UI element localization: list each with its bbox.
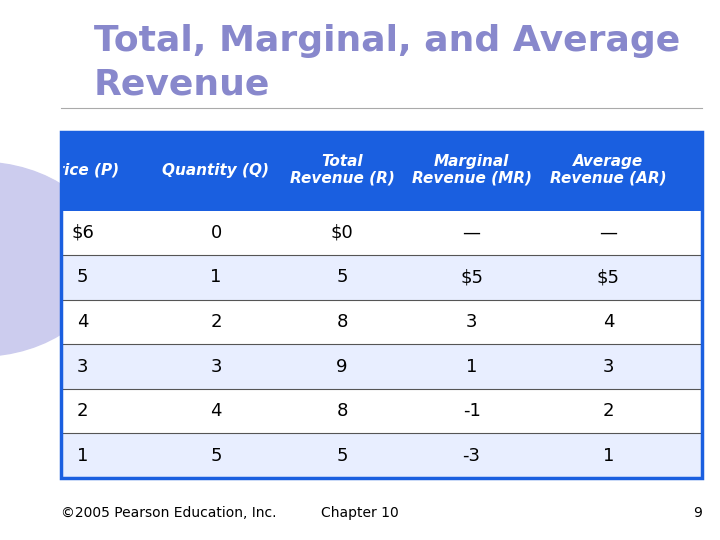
- Bar: [61, 132, 702, 211]
- Text: 2: 2: [603, 402, 614, 420]
- Text: 5: 5: [77, 268, 89, 286]
- Text: Price (P): Price (P): [46, 163, 120, 178]
- Text: 4: 4: [77, 313, 89, 331]
- Text: Total, Marginal, and Average: Total, Marginal, and Average: [94, 24, 680, 58]
- Text: Revenue: Revenue: [94, 68, 270, 102]
- Text: Quantity (Q): Quantity (Q): [163, 163, 269, 178]
- Text: 4: 4: [210, 402, 222, 420]
- Text: 9: 9: [693, 506, 702, 520]
- Bar: [61, 345, 702, 389]
- Text: 1: 1: [210, 268, 222, 286]
- Text: Chapter 10: Chapter 10: [321, 506, 399, 520]
- Text: 3: 3: [466, 313, 477, 331]
- Bar: [61, 300, 702, 345]
- Text: Total
Revenue (R): Total Revenue (R): [289, 154, 395, 186]
- Text: —: —: [599, 224, 618, 242]
- Bar: [61, 433, 702, 478]
- Text: 3: 3: [603, 357, 614, 375]
- Text: $0: $0: [330, 224, 354, 242]
- Text: Marginal
Revenue (MR): Marginal Revenue (MR): [412, 154, 531, 186]
- Bar: [61, 132, 702, 478]
- Text: $5: $5: [460, 268, 483, 286]
- Bar: [61, 389, 702, 433]
- Text: 8: 8: [336, 313, 348, 331]
- Text: ©2005 Pearson Education, Inc.: ©2005 Pearson Education, Inc.: [61, 506, 276, 520]
- Text: 5: 5: [336, 447, 348, 464]
- Text: —: —: [463, 224, 481, 242]
- Text: 4: 4: [603, 313, 614, 331]
- Text: -3: -3: [463, 447, 481, 464]
- Text: 8: 8: [336, 402, 348, 420]
- Text: 3: 3: [210, 357, 222, 375]
- Text: 1: 1: [77, 447, 89, 464]
- Text: 1: 1: [466, 357, 477, 375]
- Text: 5: 5: [336, 268, 348, 286]
- Bar: [61, 132, 702, 478]
- Circle shape: [0, 162, 108, 356]
- Text: $5: $5: [597, 268, 620, 286]
- Bar: [61, 255, 702, 300]
- Text: -1: -1: [463, 402, 480, 420]
- Text: Average
Revenue (AR): Average Revenue (AR): [550, 154, 667, 186]
- Text: 5: 5: [210, 447, 222, 464]
- Text: 2: 2: [210, 313, 222, 331]
- Text: $6: $6: [71, 224, 94, 242]
- Text: 2: 2: [77, 402, 89, 420]
- Text: 3: 3: [77, 357, 89, 375]
- Text: 1: 1: [603, 447, 614, 464]
- Text: 0: 0: [210, 224, 222, 242]
- Text: 9: 9: [336, 357, 348, 375]
- Bar: [61, 211, 702, 255]
